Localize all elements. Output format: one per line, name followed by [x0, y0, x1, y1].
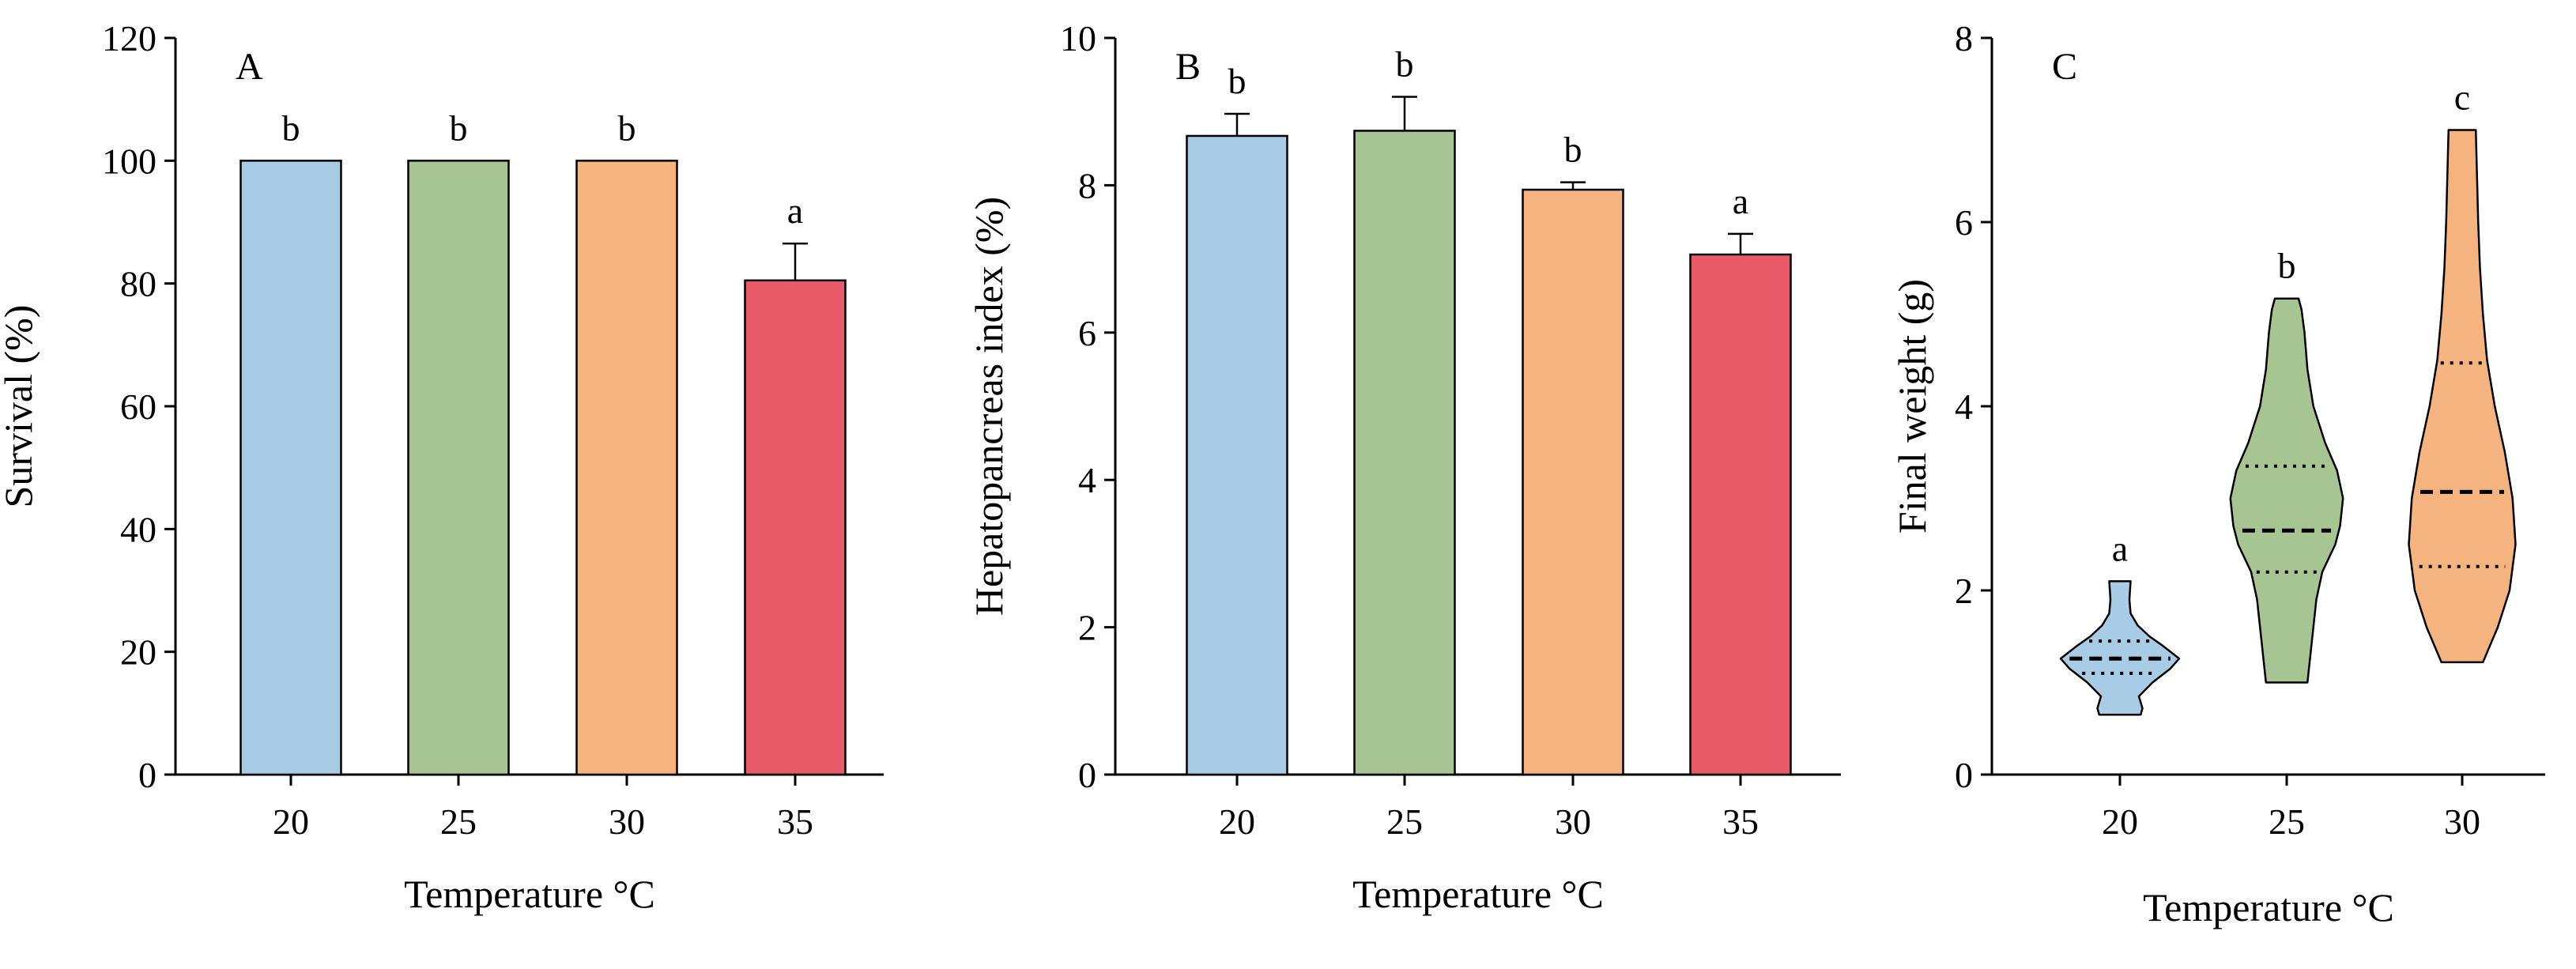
y-tick-label: 2 [1955, 571, 1973, 611]
y-tick-label: 80 [120, 264, 157, 304]
y-tick-label: 6 [1078, 313, 1096, 353]
y-tick-label: 120 [102, 18, 157, 58]
y-tick-label: 100 [102, 141, 157, 181]
significance-letter: a [787, 190, 803, 231]
y-axis-title: Hepatopancreas index (%) [967, 197, 1011, 616]
y-tick-label: 4 [1078, 460, 1096, 500]
panel-c: 0 2 4 6 8 20 25 30 Temperature °C Final weight (g… [1890, 18, 2545, 929]
significance-letter: b [1564, 130, 1582, 170]
bar [744, 279, 847, 776]
y-tick-label: 6 [1955, 202, 1973, 243]
x-tick-label: 25 [440, 801, 477, 842]
significance-letter: b [2278, 246, 2296, 286]
x-tick-label: 30 [1555, 801, 1591, 842]
significance-letter: b [282, 107, 300, 148]
x-tick-label: 20 [273, 801, 309, 842]
x-tick-label: 20 [1219, 801, 1255, 842]
bar [1522, 188, 1624, 776]
significance-letter: b [1396, 44, 1414, 85]
significance-letter: c [2454, 77, 2470, 118]
panel-a: 0 20 40 60 80 100 120 20 25 30 35 Temperature °C Sur… [0, 18, 884, 916]
violin [2408, 129, 2517, 664]
y-tick-label: 8 [1955, 18, 1973, 58]
bar [1353, 130, 1456, 776]
y-tick-label: 8 [1078, 165, 1096, 205]
bar [1186, 134, 1288, 776]
bar [1689, 253, 1792, 776]
y-axis-title: Final weight (g) [1890, 279, 1934, 534]
x-tick-label: 20 [2102, 801, 2138, 842]
violin [2059, 580, 2181, 716]
x-axis-title: Temperature °C [404, 872, 655, 916]
x-axis-title: Temperature °C [2143, 885, 2394, 929]
panel-label: A [236, 46, 263, 88]
panel-b: 0 2 4 6 8 10 20 25 30 35 Temperature °C Hepatopancr… [967, 18, 1841, 916]
significance-letter: b [1228, 61, 1247, 101]
y-axis-title: Survival (%) [0, 305, 40, 508]
significance-letter: b [618, 107, 636, 148]
violin [2229, 297, 2344, 684]
panel-label: B [1175, 46, 1201, 88]
y-tick-label: 10 [1060, 18, 1096, 58]
x-tick-label: 25 [2269, 801, 2305, 842]
bar [239, 160, 342, 776]
bar [407, 160, 510, 776]
y-tick-label: 60 [120, 386, 157, 427]
y-tick-label: 0 [1955, 755, 1973, 795]
y-tick-label: 0 [1078, 755, 1096, 795]
x-tick-label: 25 [1386, 801, 1423, 842]
y-tick-label: 40 [120, 509, 157, 549]
x-tick-label: 35 [777, 801, 813, 842]
y-tick-label: 0 [138, 755, 157, 795]
bar [575, 160, 678, 776]
significance-letter: a [1733, 181, 1748, 221]
x-axis-title: Temperature °C [1352, 872, 1604, 916]
significance-letter: b [450, 107, 468, 148]
x-tick-label: 30 [609, 801, 645, 842]
y-tick-label: 4 [1955, 386, 1973, 427]
x-tick-label: 30 [2444, 801, 2480, 842]
y-tick-label: 2 [1078, 608, 1096, 648]
panel-label: C [2052, 46, 2077, 88]
x-tick-label: 35 [1722, 801, 1759, 842]
significance-letter: a [2112, 528, 2128, 568]
y-tick-label: 20 [120, 632, 157, 673]
